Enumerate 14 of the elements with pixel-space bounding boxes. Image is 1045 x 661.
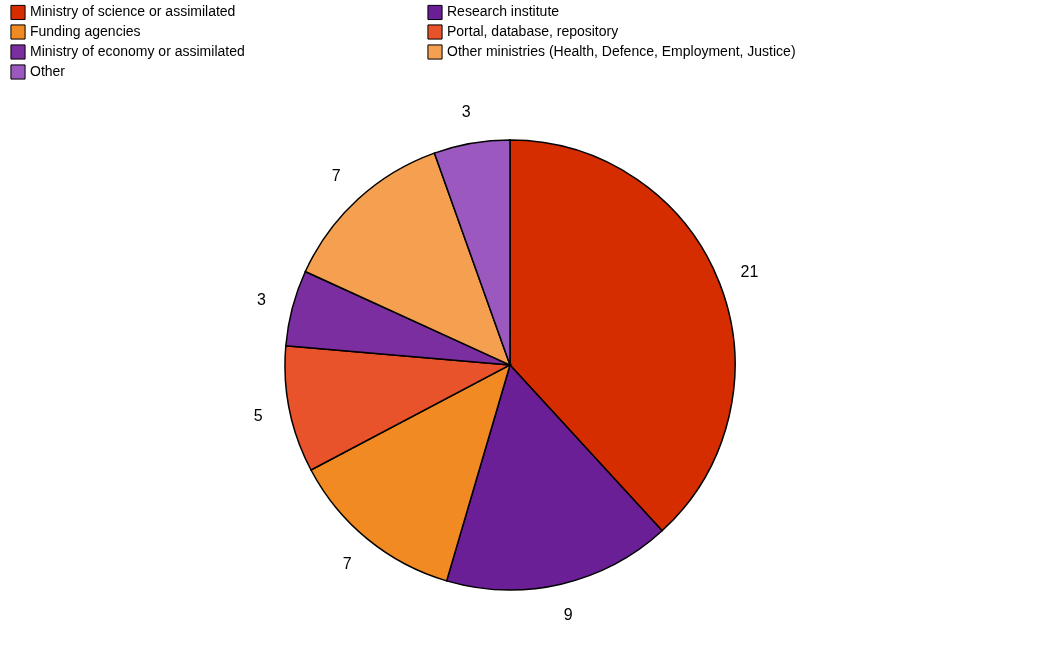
legend-label: Ministry of economy or assimilated <box>30 43 245 59</box>
data-label: 7 <box>342 554 352 572</box>
legend-label: Portal, database, repository <box>447 23 619 39</box>
data-label: 9 <box>563 606 573 624</box>
data-label: 3 <box>461 102 471 120</box>
data-label: 3 <box>256 290 266 308</box>
data-label: 5 <box>253 407 263 425</box>
legend-label: Other <box>30 63 66 79</box>
data-label: 7 <box>331 166 341 184</box>
data-label: 21 <box>740 262 759 280</box>
legend-label: Ministry of science or assimilated <box>30 3 236 20</box>
legend-label: Funding agencies <box>30 23 141 39</box>
legend-label: Research institute <box>447 3 560 20</box>
legend-label: Other ministries (Health, Defence, Employment, Justice) <box>447 43 796 59</box>
